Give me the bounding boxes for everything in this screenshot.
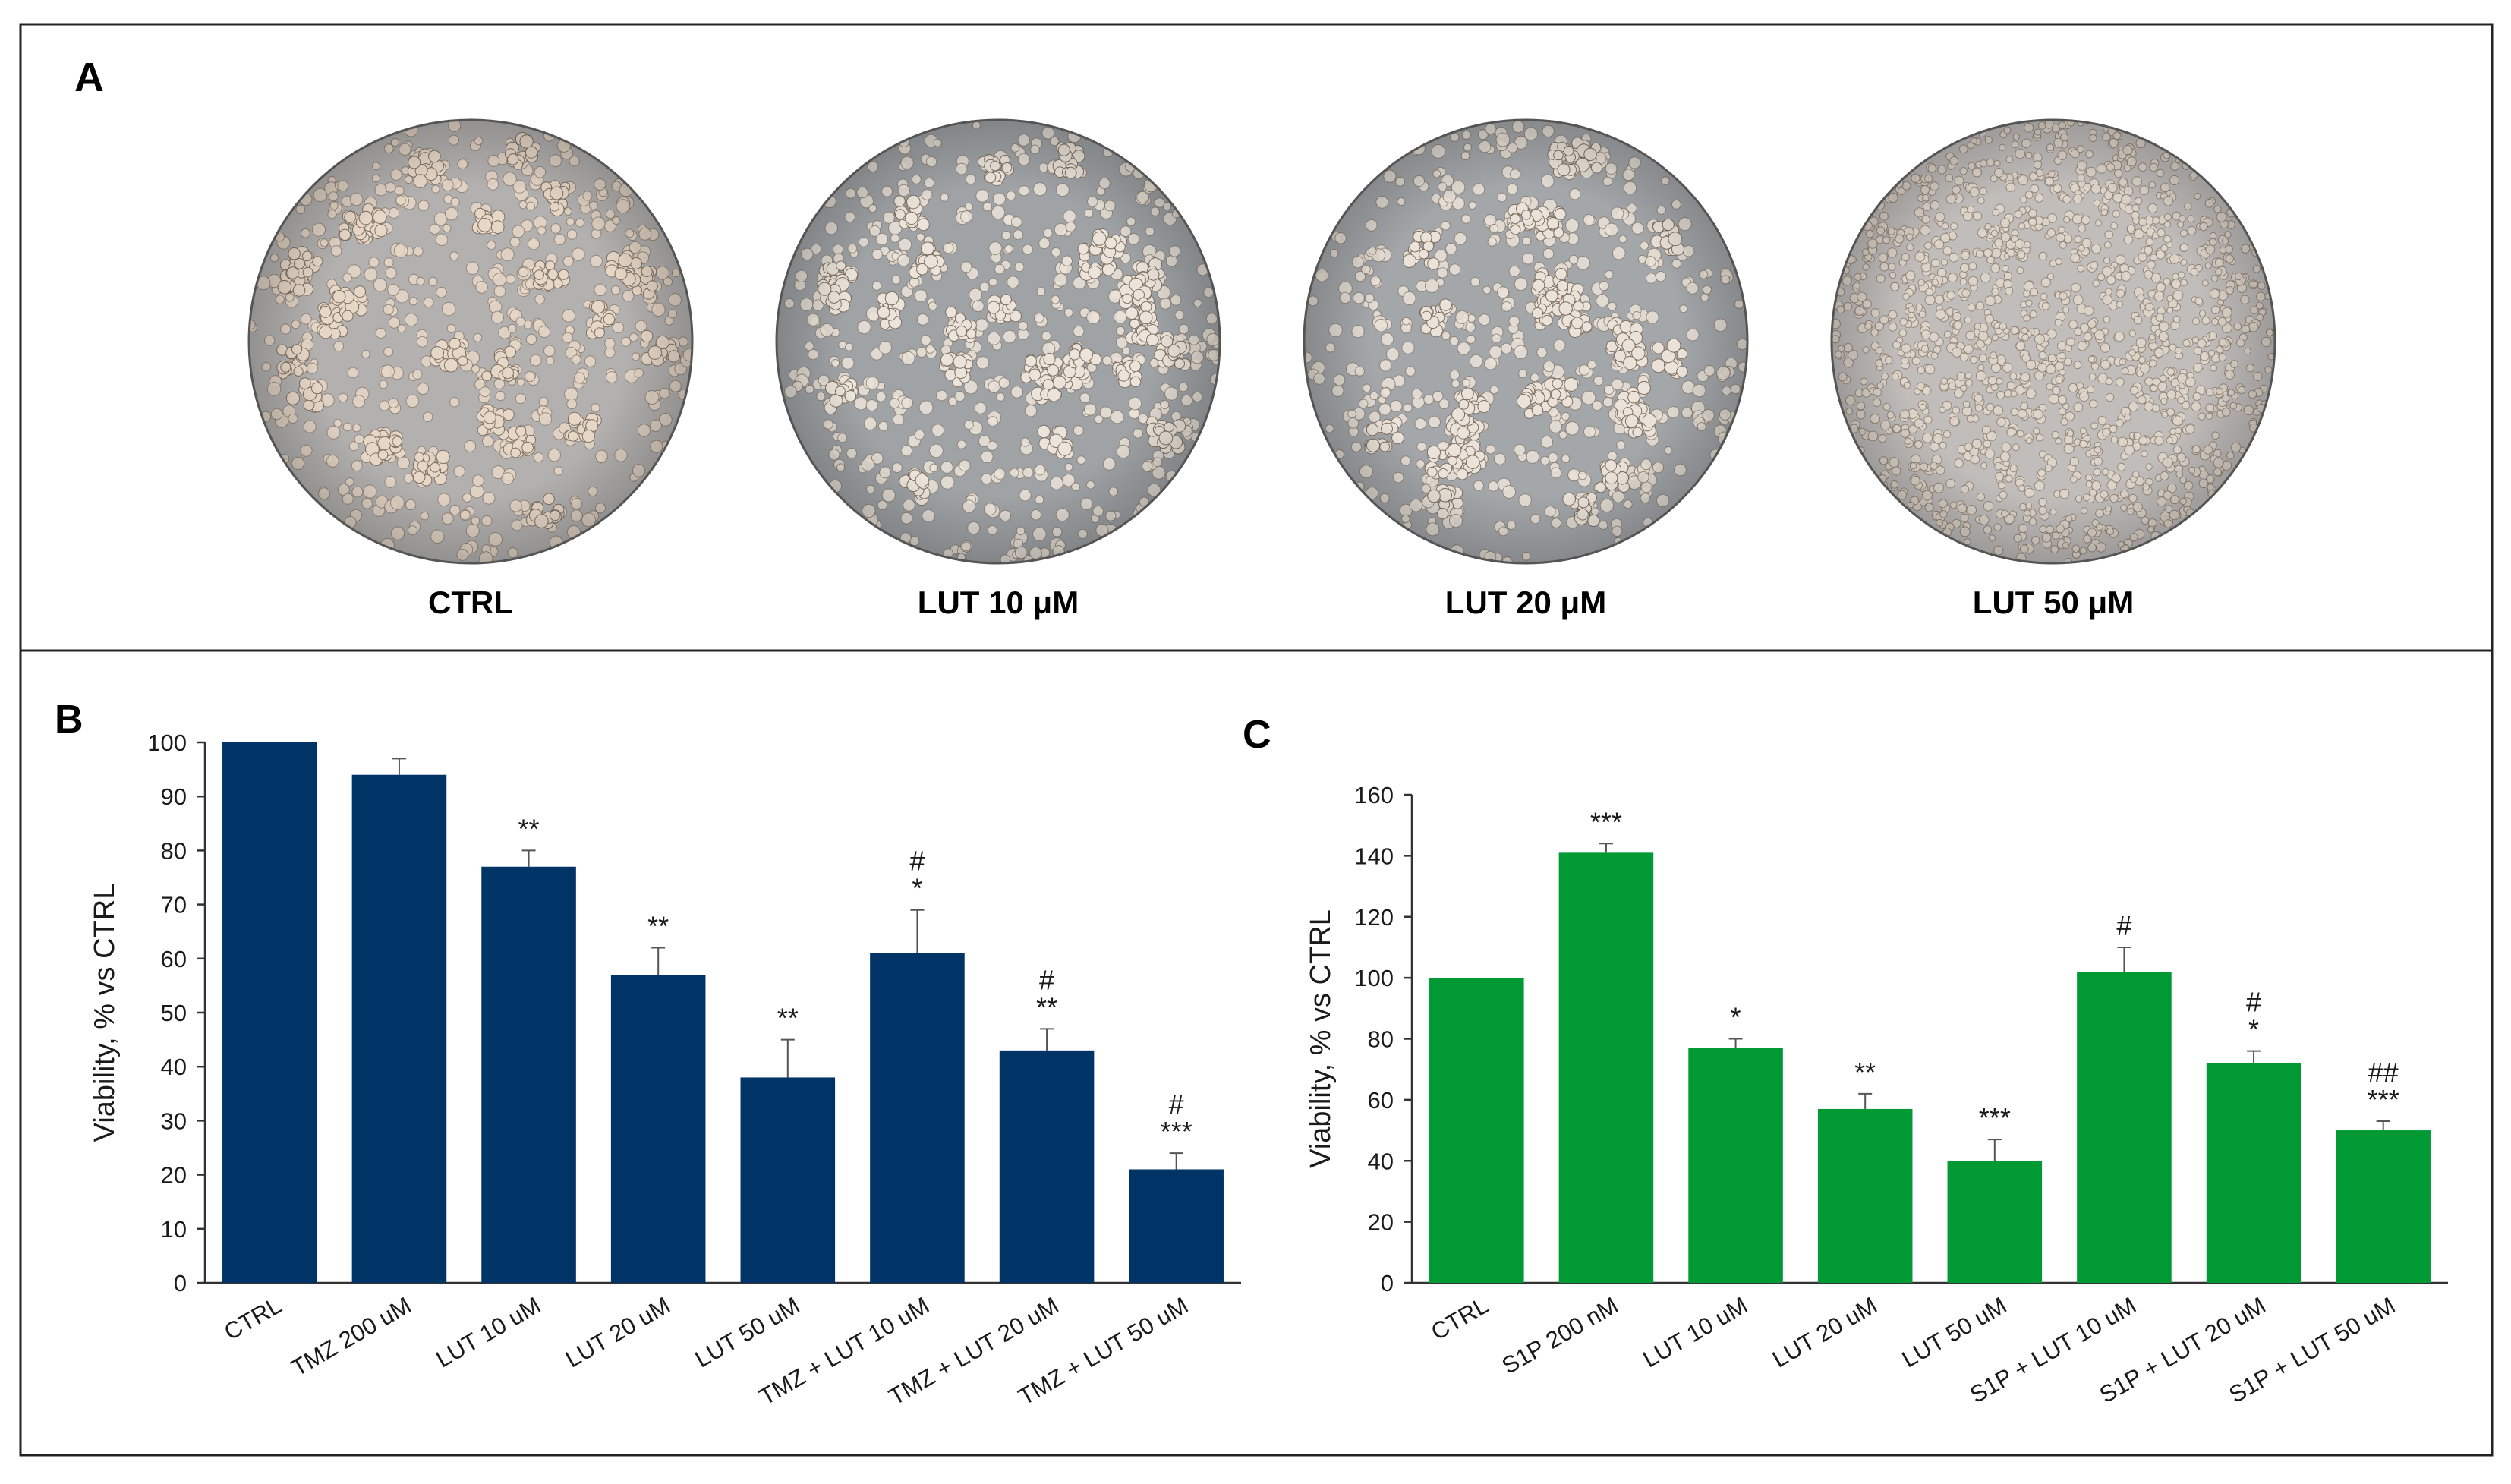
bar-chart-c: C 0 20 40 60 80 100 120 140 160 Viability, % vs CT…: [1243, 713, 2448, 1408]
caption-ctrl: CTRL: [428, 584, 513, 620]
y-tick-label: 40: [161, 1054, 187, 1080]
significance-label: ***: [1590, 806, 1622, 837]
significance-label: *: [912, 873, 922, 904]
bar: [1817, 1108, 1913, 1283]
y-tick-label: 100: [147, 729, 187, 756]
significance-label: **: [1036, 991, 1057, 1022]
caption-lut-20: LUT 20 μM: [1445, 584, 1606, 620]
significance-label: ***: [1979, 1102, 2011, 1133]
significance-label: ***: [2368, 1084, 2399, 1115]
micrograph-row: [247, 118, 2276, 565]
y-axis-title: Viability, % vs CTRL: [89, 884, 121, 1142]
x-tick-label: LUT 10 uM: [1638, 1292, 1752, 1373]
significance-label: *: [1731, 1002, 1741, 1033]
significance-label: **: [647, 911, 669, 942]
x-tick-label: LUT 50 uM: [691, 1292, 805, 1373]
micrograph-border: [247, 118, 694, 565]
bar: [1129, 1169, 1224, 1283]
significance-label: **: [518, 813, 540, 844]
significance-label: ##: [2368, 1057, 2399, 1088]
significance-label: ***: [1161, 1116, 1192, 1147]
bar: [1947, 1161, 2043, 1283]
bar: [1429, 978, 1524, 1283]
y-tick-label: 20: [161, 1162, 187, 1189]
bar: [351, 774, 447, 1283]
x-tick-label: LUT 20 uM: [561, 1292, 675, 1373]
significance-label: *: [2248, 1014, 2259, 1045]
significance-label: #: [909, 846, 925, 877]
bar-chart-b: B 0 10 20 30 40 50 60 70 80 90 100 Viability, % vs C…: [55, 698, 1241, 1410]
bar: [870, 953, 965, 1283]
caption-lut-10: LUT 10 μM: [918, 584, 1079, 620]
y-tick-label: 60: [1368, 1087, 1394, 1114]
panel-b-letter: B: [55, 698, 83, 742]
y-tick-label: 120: [1354, 904, 1394, 931]
y-tick-label: 100: [1354, 965, 1394, 991]
x-tick-label: TMZ 200 uM: [287, 1292, 416, 1382]
x-tick-label: LUT 20 uM: [1768, 1292, 1882, 1373]
y-tick-label: 160: [1354, 782, 1394, 808]
y-tick-label: 10: [161, 1216, 187, 1243]
y-tick-label: 80: [1368, 1026, 1394, 1053]
x-tick-label: LUT 50 uM: [1898, 1292, 2012, 1373]
x-tick-label: CTRL: [1426, 1292, 1493, 1346]
bar: [481, 866, 576, 1283]
micrograph-border: [1303, 118, 1749, 565]
y-tick-label: 0: [1381, 1270, 1394, 1297]
bar: [222, 742, 317, 1283]
bar: [2206, 1063, 2301, 1283]
significance-label: #: [2116, 910, 2131, 941]
y-tick-label: 80: [161, 837, 187, 864]
x-tick-label: LUT 10 uM: [431, 1292, 545, 1373]
x-tick-label: CTRL: [219, 1292, 286, 1346]
micrograph-lut-50: [1832, 120, 2275, 563]
micrograph-lut-10: [777, 120, 1220, 563]
micrograph-border: [775, 118, 1221, 565]
panel-c-letter: C: [1243, 713, 1271, 757]
y-tick-label: 0: [174, 1270, 187, 1297]
caption-row: CTRL LUT 10 μM LUT 20 μM LUT 50 μM: [428, 584, 2134, 620]
x-tick-label: S1P 200 nM: [1498, 1292, 1623, 1379]
significance-label: #: [2246, 987, 2261, 1018]
y-tick-label: 140: [1354, 843, 1394, 869]
y-axis-title: Viability, % vs CTRL: [1305, 909, 1337, 1168]
y-tick-label: 20: [1368, 1209, 1394, 1236]
bar: [610, 975, 706, 1283]
significance-label: **: [1854, 1057, 1876, 1088]
significance-label: #: [1039, 964, 1054, 995]
micrograph-lut-20: [1304, 120, 1747, 563]
y-tick-label: 60: [161, 946, 187, 972]
bar: [2336, 1130, 2431, 1283]
caption-lut-50: LUT 50 μM: [1973, 584, 2134, 620]
micrograph-border: [1830, 118, 2276, 565]
panel-a-letter: A: [74, 55, 104, 100]
bar: [1688, 1048, 1783, 1283]
y-tick-label: 70: [161, 892, 187, 918]
bar: [1558, 852, 1654, 1283]
y-tick-label: 30: [161, 1107, 187, 1134]
significance-label: **: [777, 1003, 799, 1034]
significance-label: #: [1169, 1089, 1184, 1120]
bar: [740, 1077, 836, 1283]
bar: [999, 1050, 1095, 1283]
bar: [2077, 972, 2172, 1283]
y-tick-label: 90: [161, 783, 187, 810]
micrograph-ctrl: [249, 120, 692, 563]
y-tick-label: 40: [1368, 1148, 1394, 1174]
y-tick-label: 50: [161, 1000, 187, 1026]
